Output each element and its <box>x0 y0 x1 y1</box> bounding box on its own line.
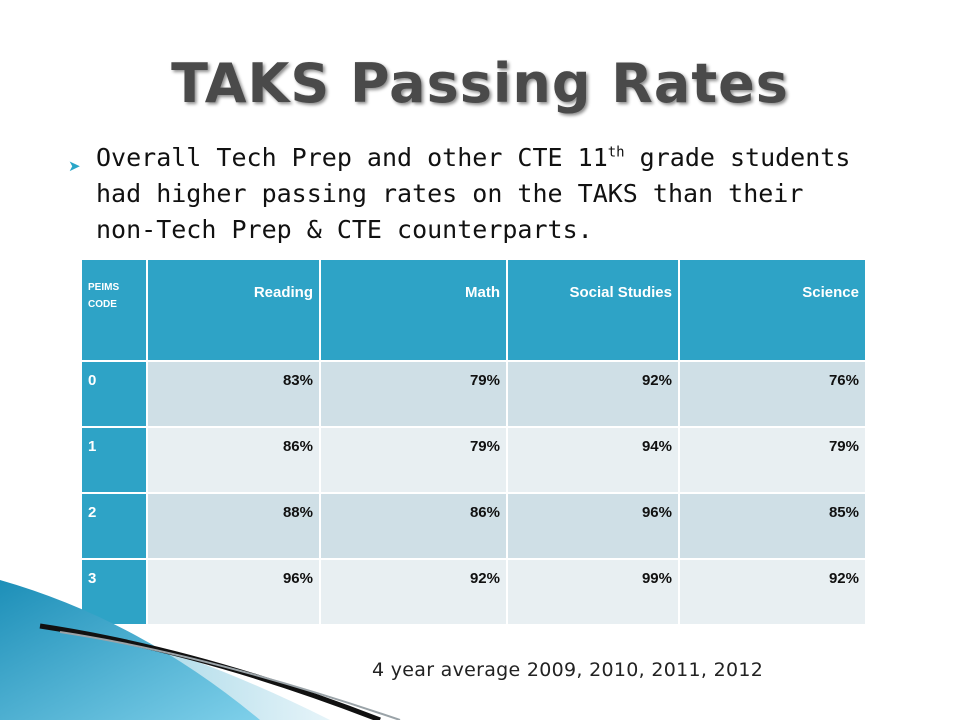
decorative-wave-graphic <box>0 580 401 720</box>
bullet-text-start: Overall Tech Prep and other CTE 11 <box>96 143 608 172</box>
math-cell: 86% <box>319 492 508 560</box>
science-cell: 76% <box>678 360 867 428</box>
reading-cell: 88% <box>146 492 321 560</box>
social-studies-cell: 96% <box>506 492 680 560</box>
social-studies-cell: 92% <box>506 360 680 428</box>
table-row: 0 83% 79% 92% 76% <box>80 360 867 428</box>
header-social-studies: Social Studies <box>506 258 680 362</box>
bullet-superscript: th <box>607 144 625 161</box>
reading-cell: 83% <box>146 360 321 428</box>
header-reading: Reading <box>146 258 321 362</box>
wave-shape-dark <box>0 580 260 720</box>
table-row: 1 86% 79% 94% 79% <box>80 426 867 494</box>
header-peims-code: PEIMS CODE <box>80 258 148 362</box>
reading-cell: 96% <box>146 558 321 626</box>
social-studies-cell: 94% <box>506 426 680 494</box>
arrow-bullet-icon: ➤ <box>68 157 81 175</box>
header-science: Science <box>678 258 867 362</box>
bullet-text: Overall Tech Prep and other CTE 11th gra… <box>96 140 868 248</box>
reading-cell: 86% <box>146 426 321 494</box>
table-row: 3 96% 92% 99% 92% <box>80 558 867 626</box>
science-cell: 92% <box>678 558 867 626</box>
peims-code-cell: 1 <box>80 426 148 494</box>
table-header-row: PEIMS CODE Reading Math Social Studies S… <box>80 258 867 362</box>
table-row: 2 88% 86% 96% 85% <box>80 492 867 560</box>
slide-title: TAKS Passing Rates <box>171 52 789 115</box>
math-cell: 79% <box>319 360 508 428</box>
peims-code-cell: 0 <box>80 360 148 428</box>
peims-code-cell: 2 <box>80 492 148 560</box>
header-math: Math <box>319 258 508 362</box>
bullet-paragraph: ➤ Overall Tech Prep and other CTE 11th g… <box>68 140 868 248</box>
science-cell: 79% <box>678 426 867 494</box>
passing-rates-table: PEIMS CODE Reading Math Social Studies S… <box>80 258 867 626</box>
math-cell: 79% <box>319 426 508 494</box>
science-cell: 85% <box>678 492 867 560</box>
peims-code-cell: 3 <box>80 558 148 626</box>
social-studies-cell: 99% <box>506 558 680 626</box>
bullet-text-end: grade students had higher passing rates … <box>96 143 851 244</box>
footnote: 4 year average 2009, 2010, 2011, 2012 <box>372 659 764 681</box>
math-cell: 92% <box>319 558 508 626</box>
wave-line-gray <box>59 631 401 720</box>
